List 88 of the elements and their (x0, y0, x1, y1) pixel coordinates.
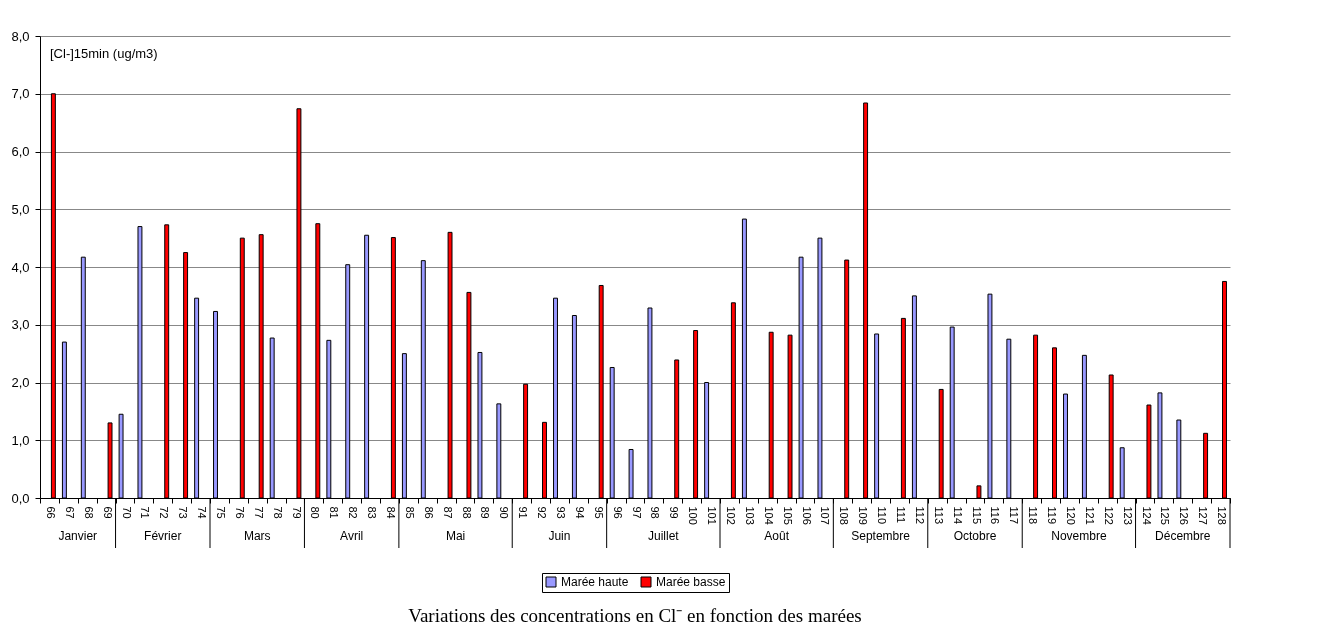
text: Décembre (1155, 529, 1211, 543)
text: Octobre (953, 529, 997, 543)
x-tick-label: 76 (233, 506, 246, 519)
x-tick-label: 127 (1197, 506, 1210, 525)
x-tick-label: 101 (706, 506, 719, 525)
x-tick-label: 78 (271, 506, 284, 519)
x-tick-label: 120 (1064, 506, 1077, 525)
y-tick-label: 7,0 (11, 86, 30, 102)
x-tick-label: 122 (1102, 506, 1115, 525)
x-tick-label: 128 (1216, 506, 1229, 525)
x-tick-label: 121 (1083, 506, 1096, 525)
y-tick-label: 6,0 (11, 144, 30, 159)
x-tick-label: 124 (1140, 506, 1153, 525)
x-tick-label: 89 (479, 506, 492, 519)
x-tick-label: 97 (630, 506, 643, 519)
text: Avril (340, 529, 364, 543)
legend-label: Marée haute (561, 575, 629, 589)
x-tick-label: 82 (347, 506, 360, 519)
x-tick-label: 80 (309, 506, 322, 519)
x-tick-label: 106 (800, 506, 813, 525)
x-tick-label: 110 (876, 506, 889, 525)
x-tick-label: 126 (1178, 506, 1191, 525)
y-tick-label: 3,0 (11, 317, 30, 333)
x-tick-label: 116 (989, 506, 1002, 525)
text: Février (144, 529, 182, 543)
x-tick-label: 104 (762, 506, 775, 525)
x-tick-label: 123 (1121, 506, 1134, 525)
x-tick-label: 84 (384, 506, 397, 519)
x-tick-label: 69 (101, 506, 114, 519)
x-tick-label: 88 (460, 506, 473, 519)
x-tick-label: 79 (290, 506, 303, 519)
x-tick-label: 114 (951, 506, 964, 525)
x-tick-label: 85 (403, 506, 416, 519)
y-tick-label: 1,0 (11, 432, 30, 448)
text: Mars (243, 529, 271, 543)
y-tick-label: 8,0 (11, 28, 30, 44)
x-tick-label: 117 (1008, 506, 1021, 525)
y-tick-label: 0,0 (11, 490, 30, 506)
y-tick-label: 2,0 (11, 375, 30, 390)
x-tick-label: 86 (422, 506, 435, 519)
x-tick-label: 91 (517, 506, 530, 519)
x-tick-label: 112 (913, 506, 926, 525)
x-tick-label: 105 (781, 506, 794, 525)
text: Août (764, 529, 790, 543)
x-tick-label: 107 (819, 506, 832, 525)
x-tick-label: 96 (611, 506, 624, 519)
x-tick-label: 115 (970, 506, 983, 525)
text: Variations des concentrations en Cl⁻ en fonction des marées (408, 604, 862, 626)
x-tick-label: 74 (196, 506, 209, 519)
text: Juin (548, 529, 571, 543)
x-tick-label: 125 (1159, 506, 1172, 525)
x-tick-label: 99 (668, 506, 681, 519)
x-tick-label: 94 (573, 506, 586, 519)
x-tick-label: 109 (857, 506, 870, 525)
y-axis-title: [Cl-]15min (ug/m3) (50, 46, 158, 61)
x-tick-label: 81 (328, 506, 341, 519)
text: Juillet (647, 529, 680, 543)
x-tick-label: 75 (214, 506, 227, 519)
x-tick-label: 72 (158, 506, 171, 519)
x-tick-label: 108 (838, 506, 851, 525)
x-tick-label: 95 (592, 506, 605, 519)
y-tick-label: 4,0 (11, 259, 30, 275)
legend-label: Marée basse (656, 575, 726, 589)
x-tick-label: 83 (366, 506, 379, 519)
x-tick-label: 77 (252, 506, 265, 519)
x-tick-label: 103 (743, 506, 756, 525)
x-tick-label: 90 (498, 506, 511, 519)
x-tick-label: 98 (649, 506, 662, 519)
x-tick-label: 102 (724, 506, 737, 525)
text: Septembre (851, 529, 911, 543)
x-tick-label: 93 (554, 506, 567, 519)
text: Novembre (1051, 529, 1107, 543)
x-tick-label: 66 (44, 506, 57, 519)
y-tick-label: 5,0 (11, 201, 30, 217)
x-tick-label: 87 (441, 506, 454, 519)
x-tick-label: 111 (894, 506, 907, 524)
text: Mai (445, 529, 466, 543)
x-tick-label: 118 (1027, 506, 1040, 525)
x-tick-label: 92 (536, 506, 549, 519)
x-tick-label: 67 (63, 506, 76, 519)
x-tick-label: 70 (120, 506, 133, 519)
x-tick-label: 73 (177, 506, 190, 519)
text: Janvier (58, 529, 98, 543)
x-tick-label: 113 (932, 506, 945, 525)
x-tick-label: 68 (82, 506, 95, 519)
x-tick-label: 100 (687, 506, 700, 525)
x-tick-label: 119 (1046, 506, 1059, 525)
x-tick-label: 71 (139, 506, 152, 519)
